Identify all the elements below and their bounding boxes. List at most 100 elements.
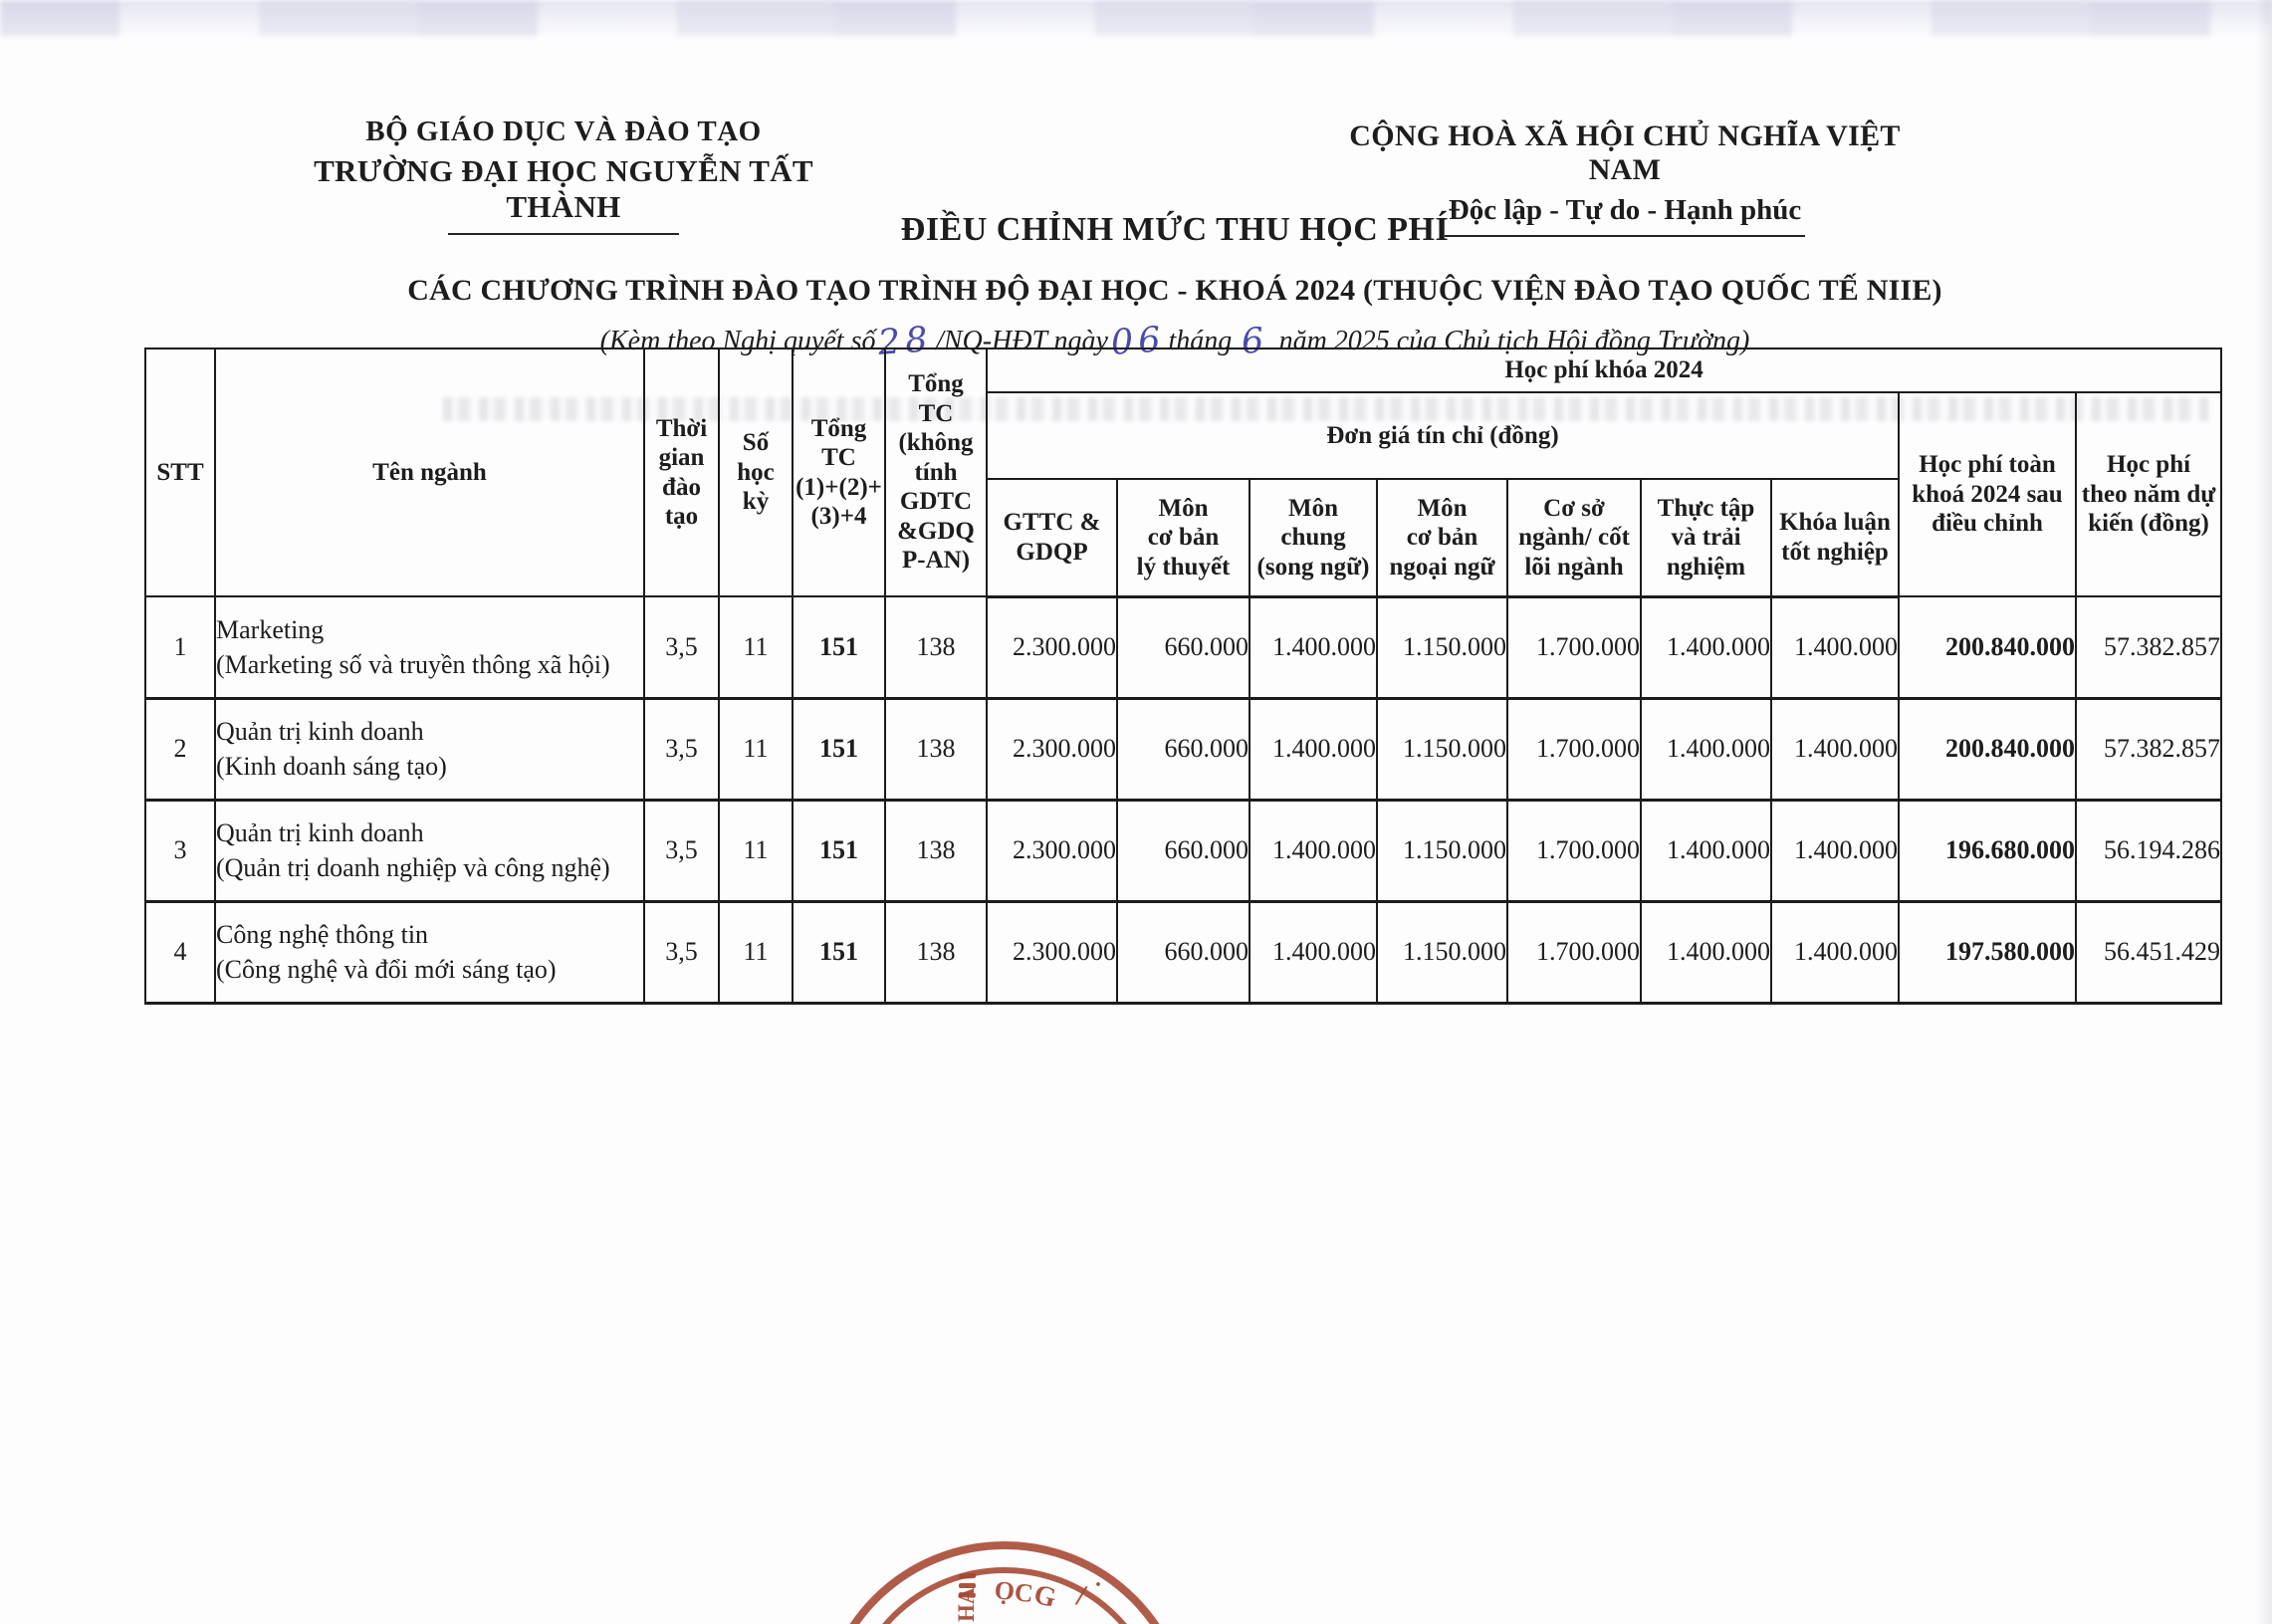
cell-mon-co-ban-ly-thuyet: 660.000 <box>1116 799 1250 903</box>
national-motto-line1: CỘNG HOÀ XÃ HỘI CHỦ NGHĨA VIỆT NAM <box>1349 119 1901 186</box>
cell-khoa-luan: 1.400.000 <box>1770 697 1900 802</box>
cell-co-so-nganh: 1.700.000 <box>1506 697 1642 802</box>
cell-ten-nganh: Quản trị kinh doanh (Kinh doanh sáng tạo… <box>214 697 645 802</box>
col-header-thoi-gian-dao-tao: Thời gian đào tạo <box>643 348 720 597</box>
university-name: TRƯỜNG ĐẠI HỌC NGUYỄN TẤT THÀNH <box>314 153 813 224</box>
cell-tong-tc-khong: 138 <box>884 697 988 802</box>
cell-stt: 1 <box>144 595 216 700</box>
col-header-khoa-luan-tot-nghiep: Khóa luận tốt nghiệp <box>1770 478 1900 598</box>
cell-khoa-luan: 1.400.000 <box>1770 595 1900 700</box>
cell-hoc-phi-toan-khoa: 200.840.000 <box>1898 697 2077 802</box>
cell-mon-ngoai-ngu: 1.150.000 <box>1376 799 1508 903</box>
stamp-inner-circle <box>882 1567 1127 1624</box>
cell-stt: 4 <box>144 900 216 1005</box>
cell-mon-co-ban-ly-thuyet: 660.000 <box>1116 595 1250 700</box>
cell-stt: 2 <box>144 697 216 802</box>
cell-hoc-phi-toan-khoa: 200.840.000 <box>1898 595 2077 700</box>
cell-mon-ngoai-ngu: 1.150.000 <box>1376 697 1508 802</box>
cell-hoc-phi-toan-khoa: 196.680.000 <box>1898 799 2077 903</box>
col-header-mon-co-ban-ngoai-ngu: Môn cơ bản ngoại ngữ <box>1376 478 1508 598</box>
header-row-span: STT Tên ngành Thời gian đào tạo Số học k… <box>144 348 2223 597</box>
cell-tong-tc: 151 <box>792 697 886 802</box>
cell-khoa-luan: 1.400.000 <box>1770 900 1900 1005</box>
col-header-so-hoc-ky: Số học kỳ <box>718 348 794 597</box>
stamp-glyph-bar <box>959 1572 977 1579</box>
ministry-name: BỘ GIÁO DỤC VÀ ĐÀO TẠO <box>365 116 762 147</box>
cell-mon-chung: 1.400.000 <box>1249 900 1378 1005</box>
document-title: ĐIỀU CHỈNH MỨC THU HỌC PHÍ <box>900 211 1450 248</box>
tuition-table: STT Tên ngành Thời gian đào tạo Số học k… <box>144 348 2223 1005</box>
cell-thuc-tap: 1.400.000 <box>1640 799 1772 903</box>
national-motto-line2: Độc lập - Tự do - Hạnh phúc <box>1448 194 1802 226</box>
cell-so-hoc-ky: 11 <box>718 900 794 1005</box>
cell-so-hoc-ky: 11 <box>718 595 794 700</box>
table-row: 3 Quản trị kinh doanh (Quản trị doanh ng… <box>144 799 2223 903</box>
cell-mon-co-ban-ly-thuyet: 660.000 <box>1116 697 1250 802</box>
cell-gttc-gdqp: 2.300.000 <box>986 697 1118 802</box>
header-row-units: GTTC & GDQP Môn cơ bản lý thuyết Môn chu… <box>145 478 2221 598</box>
cell-tong-tc: 151 <box>792 900 886 1005</box>
cell-thoi-gian: 3,5 <box>643 595 720 700</box>
cell-thoi-gian: 3,5 <box>643 900 720 1005</box>
document-title-block: ĐIỀU CHỈNH MỨC THU HỌC PHÍ CÁC CHƯƠNG TR… <box>299 211 2051 363</box>
cell-co-so-nganh: 1.700.000 <box>1506 595 1642 700</box>
col-header-gttc-gdqp: GTTC & GDQP <box>986 478 1118 598</box>
university-red-stamp: HA ỌC G / . <box>849 1541 1160 1624</box>
table-row: 1 Marketing (Marketing số và truyền thôn… <box>144 595 2223 700</box>
cell-ten-nganh: Marketing (Marketing số và truyền thông … <box>214 595 645 700</box>
cell-tong-tc-khong: 138 <box>884 900 988 1005</box>
stamp-glyph-bar <box>958 1592 976 1598</box>
col-header-tong-tc-khong-gdtc: Tổng TC (không tính GDTC &GDQ P-AN) <box>884 348 988 597</box>
cell-thuc-tap: 1.400.000 <box>1640 900 1772 1005</box>
col-header-mon-co-ban-ly-thuyet: Môn cơ bản lý thuyết <box>1116 478 1250 598</box>
document-subtitle: CÁC CHƯƠNG TRÌNH ĐÀO TẠO TRÌNH ĐỘ ĐẠI HỌ… <box>407 274 1942 307</box>
col-header-tong-tc: Tổng TC (1)+(2)+ (3)+4 <box>792 348 886 597</box>
scan-smudge-artifact <box>0 0 2272 36</box>
header-row-dongia: Đơn giá tín chỉ (đồng) Học phí toàn khoá… <box>145 391 2223 597</box>
cell-so-hoc-ky: 11 <box>718 697 794 802</box>
col-header-mon-chung-song-ngu: Môn chung (song ngữ) <box>1249 478 1378 598</box>
stamp-text-fragment: HA <box>954 1587 979 1622</box>
col-header-hoc-phi-khoa-2024: Học phí khóa 2024 <box>985 348 2223 393</box>
cell-mon-chung: 1.400.000 <box>1249 697 1378 802</box>
stamp-glyph-bar <box>959 1583 976 1588</box>
col-header-don-gia-tin-chi: Đơn giá tín chỉ (đồng) <box>986 391 1900 480</box>
cell-tong-tc-khong: 138 <box>884 595 988 700</box>
cell-stt: 3 <box>144 799 216 903</box>
tuition-table-wrapper: STT Tên ngành Thời gian đào tạo Số học k… <box>144 348 2223 1005</box>
cell-mon-ngoai-ngu: 1.150.000 <box>1376 900 1508 1005</box>
underline-rule <box>448 233 679 235</box>
cell-gttc-gdqp: 2.300.000 <box>986 595 1118 700</box>
stamp-outer-circle <box>849 1541 1160 1624</box>
cell-mon-co-ban-ly-thuyet: 660.000 <box>1116 900 1250 1005</box>
col-header-co-so-nganh: Cơ sở ngành/ cốt lõi ngành <box>1506 478 1642 598</box>
table-body: 1 Marketing (Marketing số và truyền thôn… <box>144 595 2223 1005</box>
cell-tong-tc: 151 <box>792 799 886 903</box>
cell-hoc-phi-theo-nam: 56.451.429 <box>2074 900 2223 1005</box>
col-header-hoc-phi-theo-nam: Học phí theo năm dự kiến (đồng) <box>2074 391 2223 597</box>
stamp-text-fragment: ỌC <box>993 1575 1034 1608</box>
cell-gttc-gdqp: 2.300.000 <box>986 799 1118 903</box>
cell-thuc-tap: 1.400.000 <box>1640 697 1772 802</box>
col-header-stt: STT <box>144 348 216 597</box>
table-header: STT Tên ngành Thời gian đào tạo Số học k… <box>144 348 2223 598</box>
letterhead-national: CỘNG HOÀ XÃ HỘI CHỦ NGHĨA VIỆT NAM Độc l… <box>1316 119 1933 237</box>
col-header-hoc-phi-toan-khoa: Học phí toàn khoá 2024 sau điều chỉnh <box>1898 391 2077 597</box>
cell-tong-tc: 151 <box>792 595 886 700</box>
table-row: 4 Công nghệ thông tin (Công nghệ và đổi … <box>144 900 2223 1005</box>
table-row: 2 Quản trị kinh doanh (Kinh doanh sáng t… <box>144 697 2223 802</box>
cell-gttc-gdqp: 2.300.000 <box>986 900 1118 1005</box>
stamp-text-fragment: . <box>1095 1566 1101 1592</box>
cell-ten-nganh: Quản trị kinh doanh (Quản trị doanh nghi… <box>214 799 645 903</box>
scan-edge-shade <box>2256 0 2272 1624</box>
cell-co-so-nganh: 1.700.000 <box>1506 900 1642 1005</box>
letterhead-ministry: BỘ GIÁO DỤC VÀ ĐÀO TẠO TRƯỜNG ĐẠI HỌC NG… <box>285 116 842 235</box>
underline-rule <box>1445 235 1805 237</box>
cell-mon-chung: 1.400.000 <box>1249 595 1378 700</box>
stamp-text-fragment: G <box>1030 1579 1059 1614</box>
col-header-thuc-tap-trai-nghiem: Thực tập và trải nghiệm <box>1640 478 1772 598</box>
cell-ten-nganh: Công nghệ thông tin (Công nghệ và đổi mớ… <box>214 900 645 1005</box>
cell-hoc-phi-toan-khoa: 197.580.000 <box>1898 900 2077 1005</box>
cell-mon-ngoai-ngu: 1.150.000 <box>1376 595 1508 700</box>
